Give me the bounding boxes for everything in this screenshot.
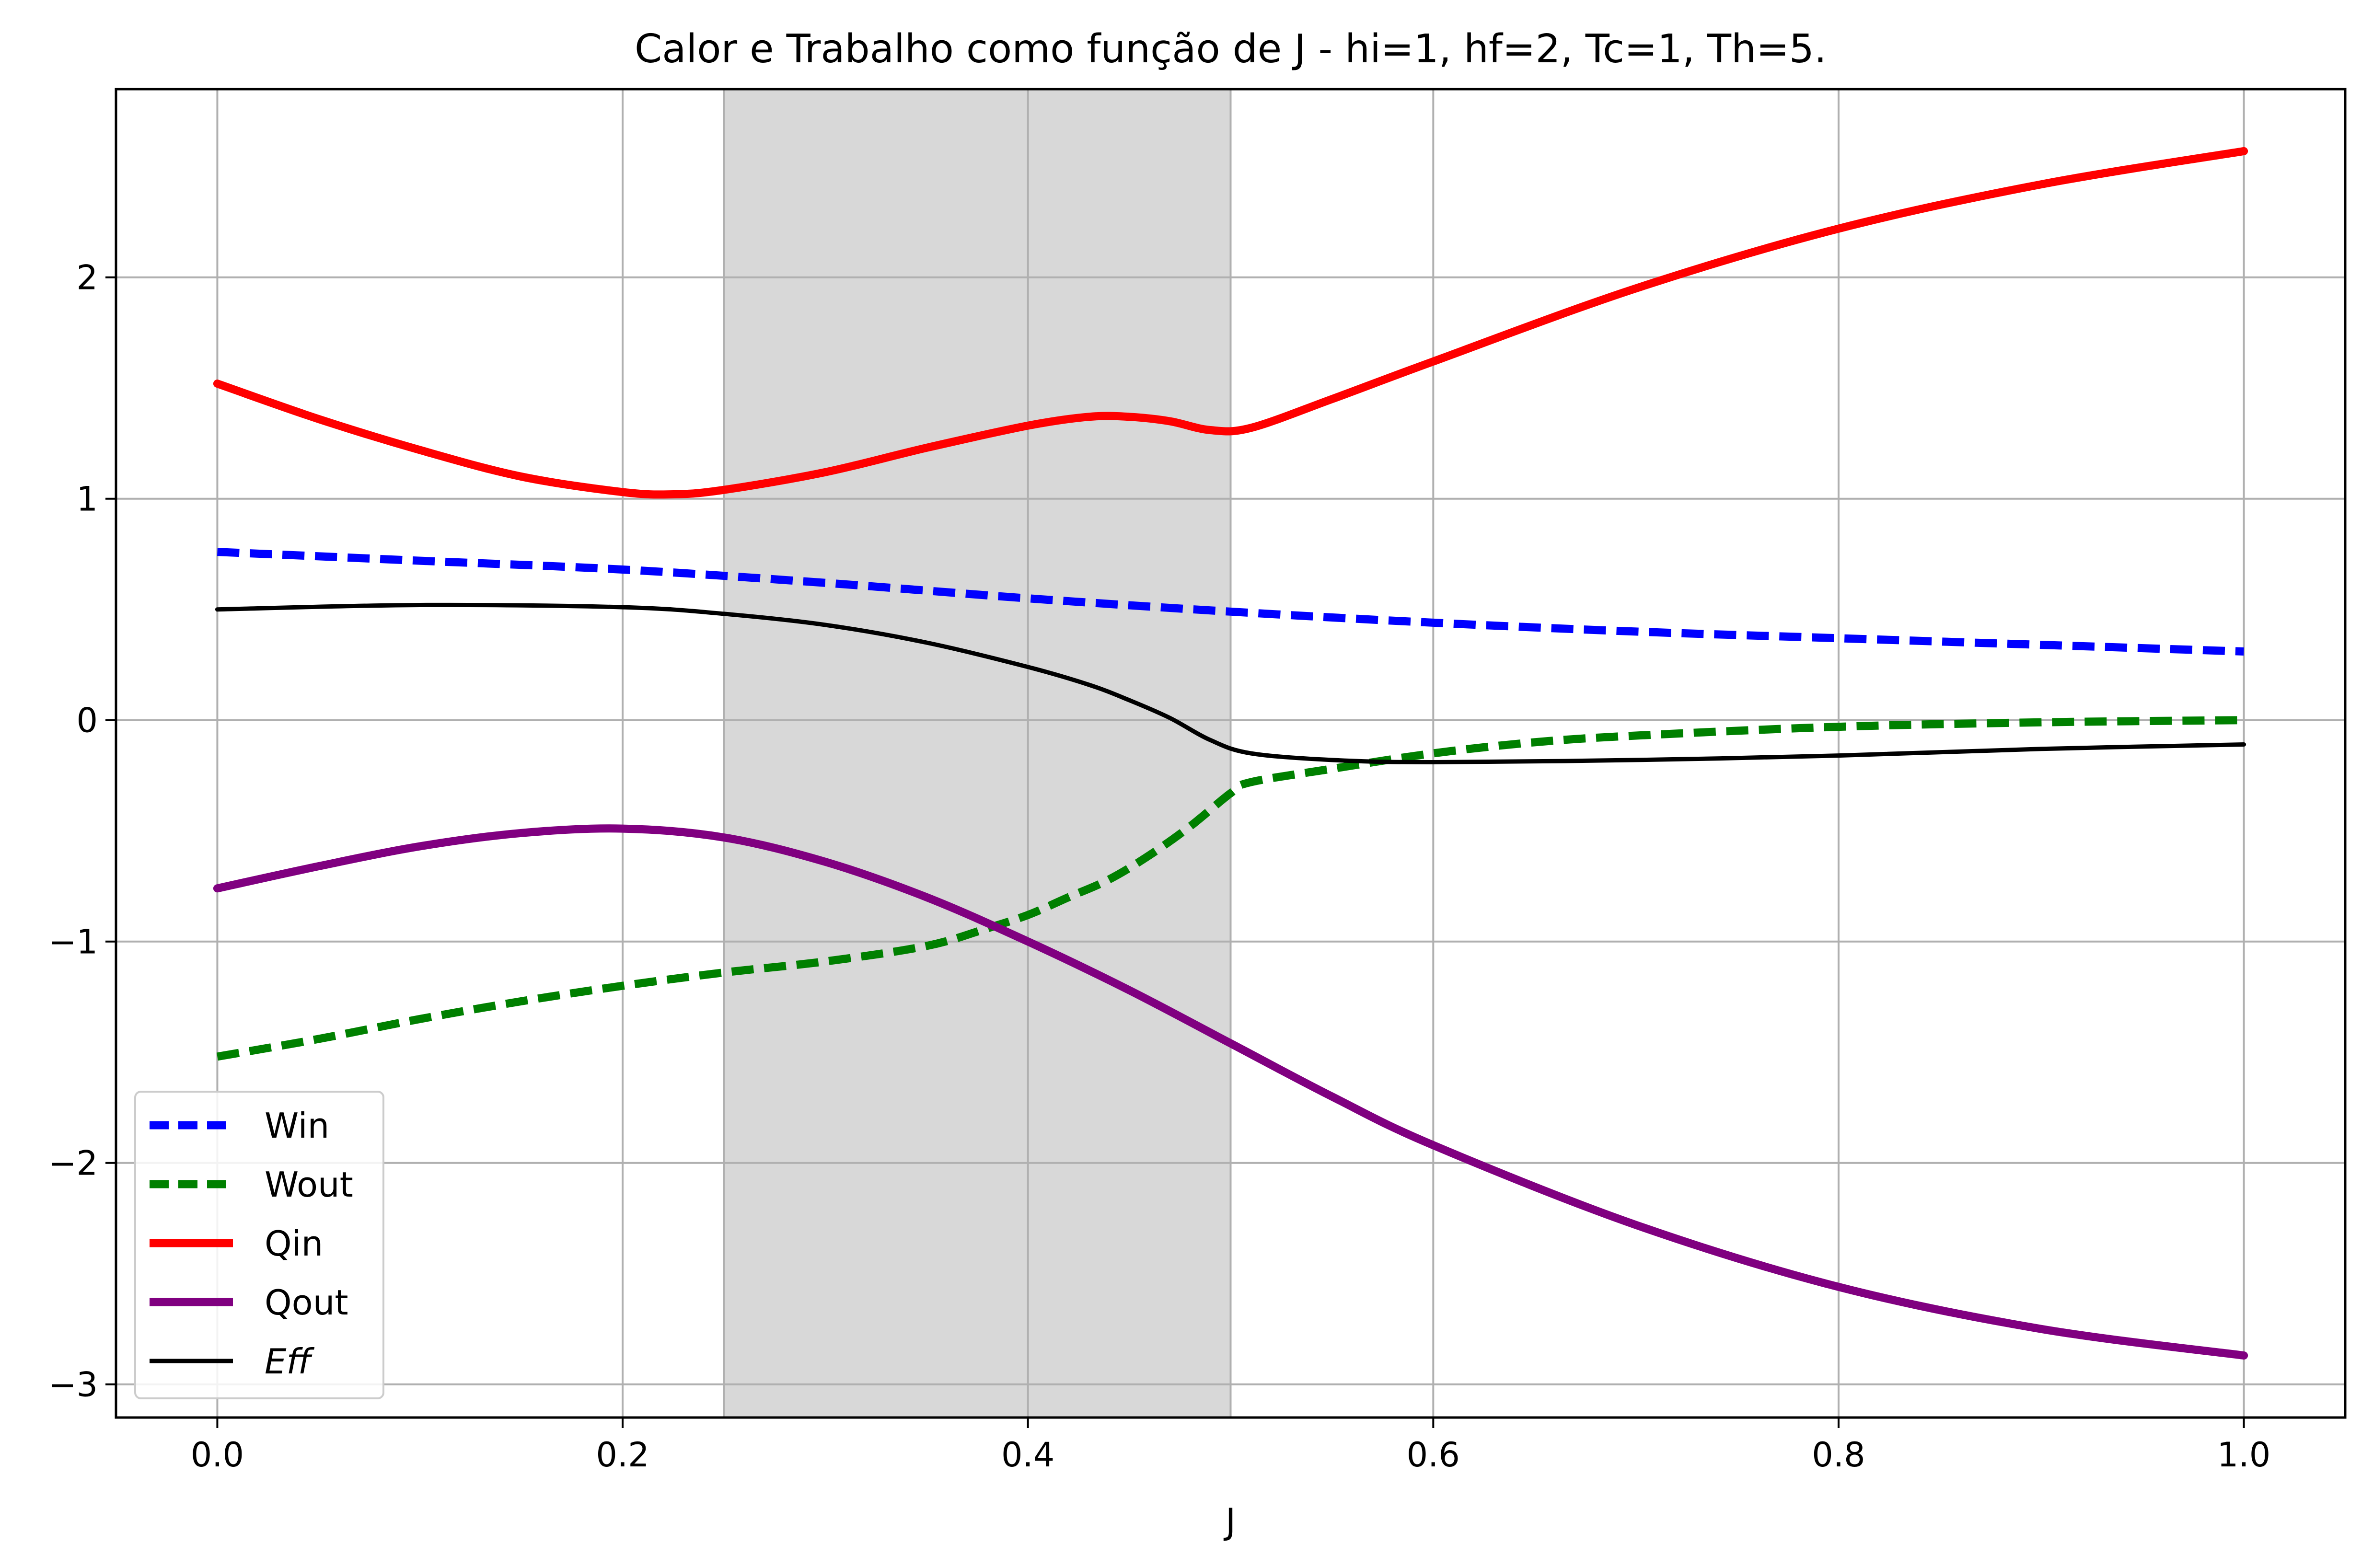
legend-label-eff: Eff xyxy=(265,1341,314,1382)
y-tick-label: 2 xyxy=(76,258,98,298)
chart-title: Calor e Trabalho como função de J - hi=1… xyxy=(635,26,1827,72)
x-axis-label: J xyxy=(1224,1501,1236,1542)
legend-label-wout: Wout xyxy=(265,1164,353,1205)
legend-label-qin: Qin xyxy=(265,1223,323,1264)
x-tick-label: 0.2 xyxy=(596,1435,649,1475)
legend: Win Wout Qin Qout Eff xyxy=(134,1091,384,1399)
series-line-wout xyxy=(216,716,2244,1061)
x-tick-label: 0.0 xyxy=(191,1435,244,1475)
series-line-eff xyxy=(215,602,2246,764)
x-tick-label: 1.0 xyxy=(2217,1435,2270,1475)
shaded-region xyxy=(723,88,1232,1418)
legend-box xyxy=(134,1091,384,1399)
tick-layer: 0.0 0.2 0.4 0.6 0.8 1.0 −3 −2 −1 0 1 2 xyxy=(48,258,2270,1475)
series-layer xyxy=(213,147,2248,1360)
x-tick-label: 0.6 xyxy=(1407,1435,1460,1475)
x-tick-label: 0.4 xyxy=(1001,1435,1054,1475)
legend-label-win: Win xyxy=(265,1106,329,1146)
y-tick-label: 1 xyxy=(76,480,98,519)
legend-label-qout: Qout xyxy=(265,1282,348,1323)
series-line-qin xyxy=(213,147,2248,499)
series-line-qout xyxy=(213,824,2248,1360)
y-tick-label: 0 xyxy=(76,701,98,740)
shaded-region-layer xyxy=(723,88,1232,1418)
y-tick-label: −2 xyxy=(48,1144,98,1183)
series-line-win xyxy=(217,548,2244,656)
x-tick-label: 0.8 xyxy=(1812,1435,1865,1475)
y-tick-label: −3 xyxy=(48,1365,98,1405)
y-tick-label: −1 xyxy=(48,922,98,962)
plot-frame xyxy=(115,88,2347,1419)
